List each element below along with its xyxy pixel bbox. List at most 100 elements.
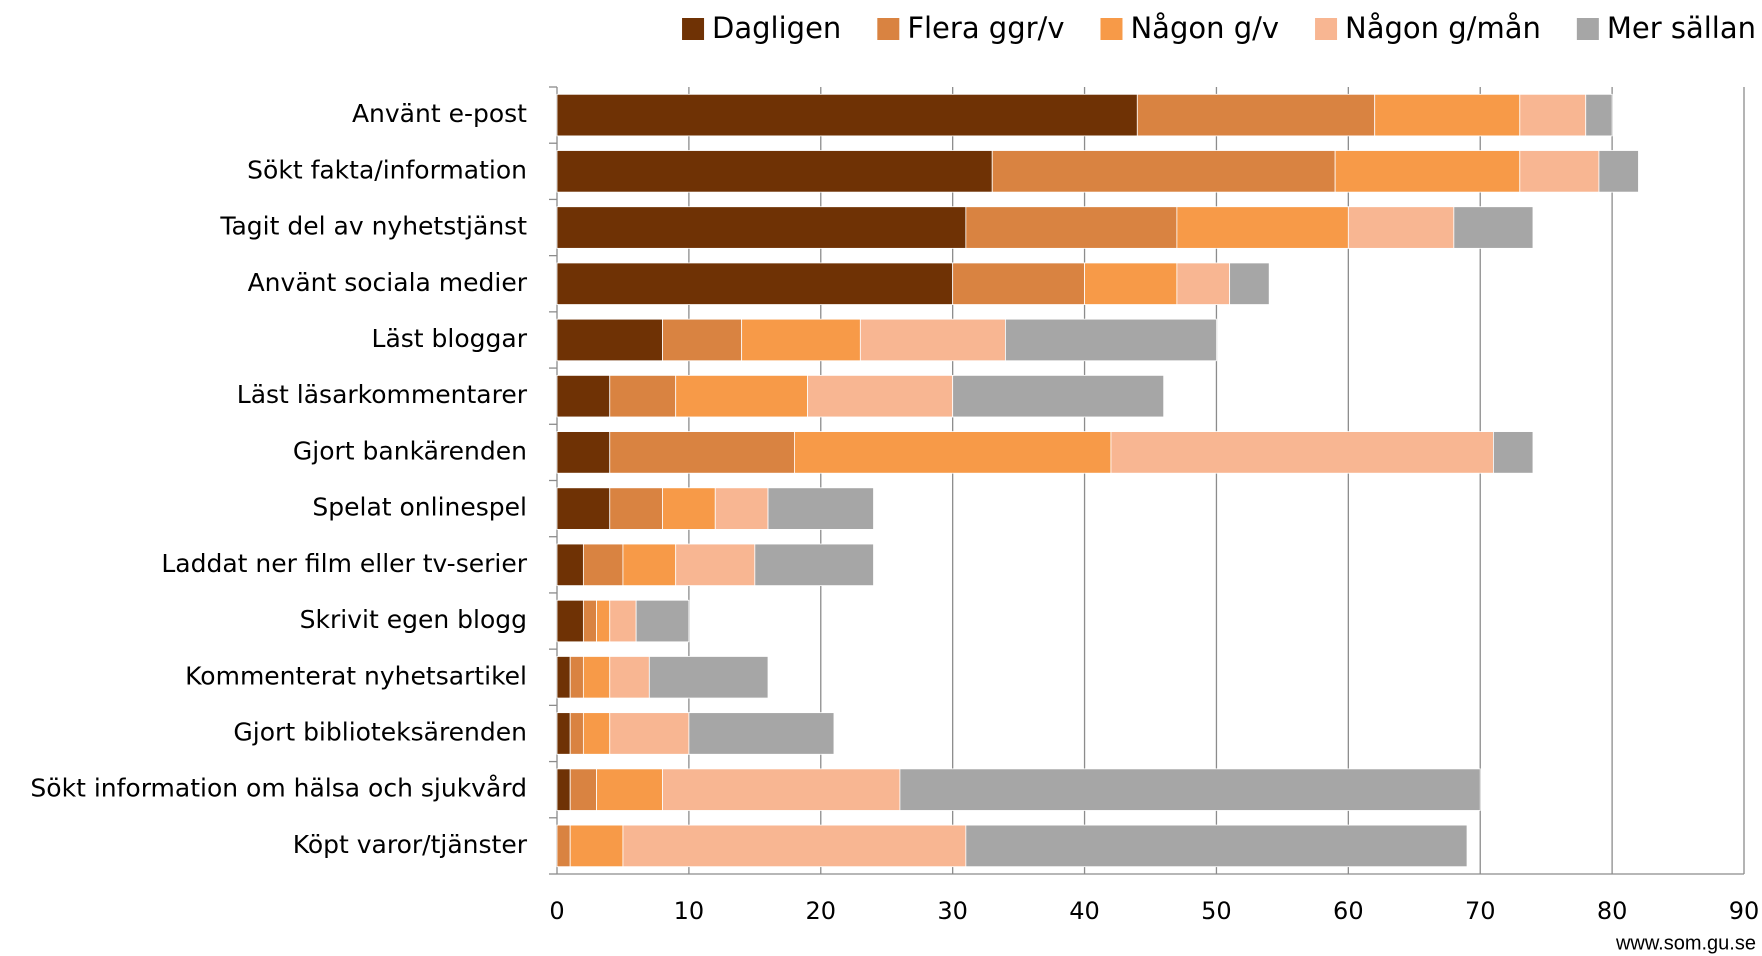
x-tick-label: 70	[1465, 897, 1496, 925]
bar-segment	[556, 543, 584, 587]
bar-segment	[569, 656, 584, 699]
legend-label: Någon g/mån	[1345, 11, 1541, 45]
bar-segment	[1519, 150, 1600, 193]
bar-segment	[609, 431, 795, 474]
y-tick-label: Kommenterat nyhetsartikel	[185, 661, 527, 690]
bar-segment	[688, 712, 835, 755]
x-tick-label: 0	[549, 897, 564, 925]
y-tick-label: Laddat ner film eller tv-serier	[161, 549, 527, 578]
bar-segment	[1598, 150, 1639, 193]
bar-segment	[1334, 150, 1521, 193]
bar-segment	[582, 599, 597, 643]
bar-segment	[648, 656, 769, 699]
bar-segment	[609, 374, 677, 418]
bar-segment	[556, 318, 663, 362]
y-tick-label: Använt e-post	[352, 99, 527, 128]
bar-segment	[556, 824, 571, 868]
legend-swatch	[1315, 18, 1338, 40]
bar-segment	[965, 206, 1178, 249]
x-tick-label: 50	[1201, 897, 1232, 925]
bar-segment	[1084, 262, 1178, 305]
bar-segment	[622, 543, 677, 587]
bar-segment	[1585, 93, 1613, 137]
bar-segment	[952, 262, 1085, 305]
bar-segment	[609, 656, 650, 699]
bar-segment	[556, 656, 571, 699]
bar-segment	[767, 487, 874, 530]
x-tick-label: 20	[806, 897, 837, 925]
bar-segment	[1453, 206, 1534, 249]
bar-segment	[596, 768, 663, 811]
source: www.som.gu.se	[1615, 932, 1756, 954]
y-tick-label: Läst läsarkommentarer	[237, 380, 528, 409]
legend-label: Någon g/v	[1130, 11, 1279, 45]
bar-segment	[1229, 262, 1270, 305]
y-tick-label: Tagit del av nyhetstjänst	[219, 212, 527, 241]
bar-segment	[582, 656, 611, 699]
bar-segment	[807, 374, 954, 418]
x-tick-label: 80	[1597, 897, 1628, 925]
y-tick-label: Skrivit egen blogg	[300, 605, 527, 634]
bar-segment	[556, 712, 571, 755]
bar-segment	[556, 374, 611, 418]
x-tick-label: 30	[937, 897, 968, 925]
bar-segment	[556, 599, 584, 643]
bar-segment	[965, 824, 1468, 868]
x-tick-label: 40	[1069, 897, 1100, 925]
bar-segment	[1136, 93, 1376, 137]
bar-segment	[635, 599, 690, 643]
legend-swatch	[877, 18, 900, 40]
bar-segment	[1347, 206, 1455, 249]
legend-label: Flera ggr/v	[907, 11, 1064, 45]
y-tick-label: Sökt fakta/information	[247, 155, 527, 184]
bar-segment	[569, 768, 597, 811]
legend-swatch	[1100, 18, 1123, 40]
y-tick-label: Gjort biblioteksärenden	[233, 717, 527, 746]
x-tick-label: 60	[1333, 897, 1364, 925]
bar-segment	[794, 431, 1112, 474]
y-tick-label: Gjort bankärenden	[293, 436, 527, 465]
y-tick-label: Använt sociala medier	[248, 268, 528, 297]
y-tick-label: Sökt information om hälsa och sjukvård	[30, 774, 527, 803]
bar-segment	[859, 318, 1006, 362]
y-tick-label: Läst bloggar	[372, 324, 528, 353]
bar-segment	[556, 431, 611, 474]
bar-segment	[622, 824, 967, 868]
bar-segment	[582, 543, 624, 587]
bar-segment	[1176, 262, 1231, 305]
bar-segment	[675, 543, 756, 587]
bar-segment	[556, 150, 993, 193]
bar-segment	[991, 150, 1336, 193]
bar-segment	[1493, 431, 1534, 474]
bar-segment	[1005, 318, 1217, 362]
bar-segment	[609, 487, 663, 530]
y-tick-label: Köpt varor/tjänster	[293, 830, 528, 859]
bar-segment	[1374, 93, 1521, 137]
legend-swatch	[1576, 18, 1599, 40]
bar-segment	[556, 487, 611, 530]
y-tick-label: Spelat onlinespel	[312, 493, 527, 522]
bar-segment	[741, 318, 861, 362]
legend-label: Mer sällan	[1607, 11, 1756, 45]
bar-segment	[754, 543, 874, 587]
bar-segment	[1519, 93, 1587, 137]
bar-segment	[556, 206, 967, 249]
legend-swatch	[682, 18, 705, 40]
bar-segment	[675, 374, 808, 418]
bar-segment	[1110, 431, 1494, 474]
bar-segment	[556, 93, 1138, 137]
bar-segment	[662, 487, 716, 530]
bar-segment	[662, 318, 743, 362]
legend-label: Dagligen	[712, 11, 841, 45]
bar-segment	[569, 712, 584, 755]
bar-segment	[714, 487, 769, 530]
x-tick-label: 90	[1729, 897, 1760, 925]
bar-segment	[662, 768, 901, 811]
bar-segment	[609, 712, 690, 755]
bar-segment	[609, 599, 637, 643]
bar-segment	[582, 712, 611, 755]
bar-segment	[952, 374, 1165, 418]
bar-segment	[1176, 206, 1349, 249]
bar-segment	[556, 768, 571, 811]
